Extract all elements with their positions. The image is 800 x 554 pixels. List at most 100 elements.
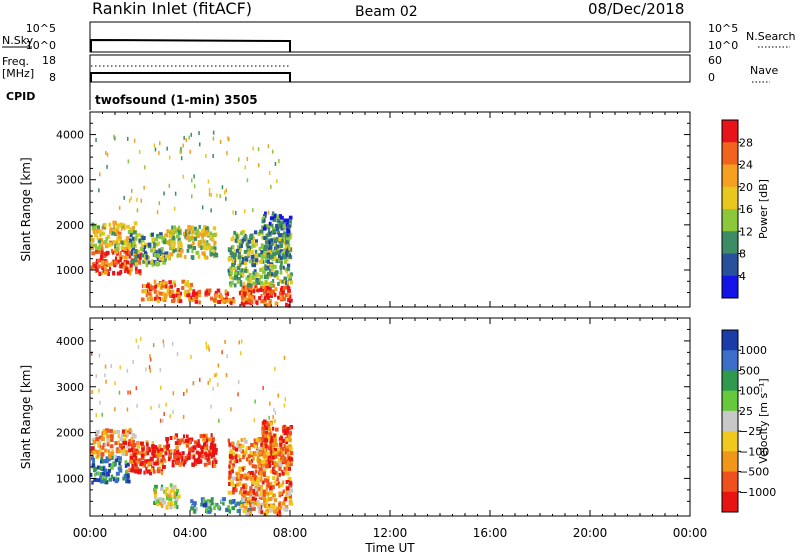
- heatmap-cell: [186, 388, 188, 393]
- heatmap-cell: [174, 433, 178, 438]
- heatmap-cell: [114, 261, 118, 265]
- heatmap-cell: [261, 436, 265, 441]
- heatmap-cell: [250, 300, 254, 305]
- heatmap-cell: [90, 265, 94, 270]
- heatmap-cell: [271, 289, 275, 294]
- heatmap-cell: [171, 225, 174, 230]
- heatmap-cell: [105, 442, 110, 447]
- heatmap-cell: [265, 438, 268, 443]
- heatmap-cell: [119, 222, 123, 227]
- heatmap-cell: [231, 244, 235, 249]
- heatmap-cell: [228, 137, 230, 142]
- heatmap-cell: [104, 364, 107, 369]
- heatmap-cell: [210, 454, 214, 459]
- colorbar-tick-label: 1000: [739, 344, 767, 357]
- colorbar-tick-label: −500: [739, 466, 769, 479]
- heatmap-cell: [148, 293, 153, 298]
- heatmap-cell: [149, 297, 154, 302]
- heatmap-cell: [130, 267, 133, 272]
- heatmap-cell: [265, 240, 269, 245]
- heatmap-cell: [141, 289, 145, 294]
- heatmap-cell: [164, 448, 168, 453]
- heatmap-cell: [281, 233, 284, 237]
- heatmap-cell: [90, 452, 94, 457]
- heatmap-cell: [112, 259, 115, 264]
- heatmap-cell: [150, 248, 154, 253]
- heatmap-cell: [235, 477, 240, 481]
- heatmap-cell: [260, 250, 264, 255]
- heatmap-cell: [277, 472, 281, 477]
- heatmap-cell: [271, 507, 275, 512]
- heatmap-cell: [160, 503, 164, 508]
- heatmap-cell: [93, 477, 98, 482]
- heatmap-cell: [162, 236, 165, 241]
- heatmap-cell: [240, 231, 244, 236]
- heatmap-cell: [134, 236, 138, 241]
- heatmap-cell: [194, 440, 198, 445]
- heatmap-cell: [244, 284, 249, 289]
- heatmap-cell: [286, 280, 289, 285]
- heatmap-cell: [263, 441, 268, 446]
- heatmap-cell: [262, 284, 266, 289]
- heatmap-cell: [258, 486, 263, 491]
- heatmap-cell: [97, 440, 101, 445]
- heatmap-cell: [144, 260, 148, 265]
- heatmap-cell: [111, 261, 114, 266]
- heatmap-cell: [159, 141, 161, 146]
- heatmap-cell: [272, 466, 275, 471]
- heatmap-cell: [209, 437, 212, 442]
- heatmap-cell: [193, 174, 195, 179]
- heatmap-cell: [171, 341, 174, 346]
- heatmap-cell: [158, 150, 160, 155]
- heatmap-cell: [255, 279, 259, 284]
- heatmap-cell: [209, 248, 212, 253]
- heatmap-cell: [237, 474, 240, 479]
- heatmap-cell: [288, 215, 293, 220]
- heatmap-cell: [281, 501, 286, 506]
- heatmap-cell: [289, 235, 292, 240]
- heatmap-cell: [257, 461, 260, 466]
- heatmap-cell: [213, 506, 216, 511]
- x-tick-label: 04:00: [173, 526, 208, 540]
- heatmap-cell: [228, 247, 232, 252]
- heatmap-cell: [236, 271, 240, 276]
- heatmap-cell: [127, 230, 132, 234]
- heatmap-cell: [99, 258, 104, 263]
- heatmap-cell: [225, 373, 228, 377]
- freq-panel: Freq. [MHz] 18 8 60 0 Nave: [2, 54, 778, 84]
- heatmap-cell: [233, 249, 236, 254]
- heatmap-cell: [277, 250, 280, 255]
- heatmap-cell: [113, 263, 117, 268]
- heatmap-cell: [180, 149, 183, 154]
- heatmap-cell: [246, 178, 249, 183]
- heatmap-cell: [247, 239, 251, 244]
- heatmap-cell: [198, 453, 202, 458]
- heatmap-cell: [161, 457, 165, 462]
- heatmap-cell: [219, 292, 222, 297]
- heatmap-cell: [94, 269, 97, 273]
- heatmap-cell: [132, 434, 135, 439]
- heatmap-cell: [123, 226, 126, 231]
- heatmap-cell: [114, 249, 118, 254]
- heatmap-cell: [132, 449, 136, 454]
- heatmap-cell: [126, 368, 129, 373]
- heatmap-cell: [182, 462, 185, 467]
- heatmap-cell: [145, 284, 149, 289]
- heatmap-cell: [126, 407, 129, 412]
- heatmap-cell: [98, 353, 101, 358]
- heatmap-cell: [160, 484, 164, 489]
- colorbar-segment: [722, 370, 738, 392]
- heatmap-cell: [184, 281, 189, 286]
- heatmap-cell: [285, 486, 290, 491]
- heatmap-cell: [263, 478, 268, 483]
- heatmap-cell: [266, 506, 270, 510]
- heatmap-cell: [213, 240, 217, 245]
- heatmap-cell: [265, 247, 268, 251]
- heatmap-cell: [115, 471, 120, 476]
- heatmap-cell: [287, 434, 291, 439]
- heatmap-cell: [200, 497, 205, 502]
- heatmap-cell: [243, 437, 246, 442]
- heatmap-cell: [142, 452, 147, 457]
- heatmap-cell: [284, 497, 288, 501]
- heatmap-cell: [156, 253, 161, 258]
